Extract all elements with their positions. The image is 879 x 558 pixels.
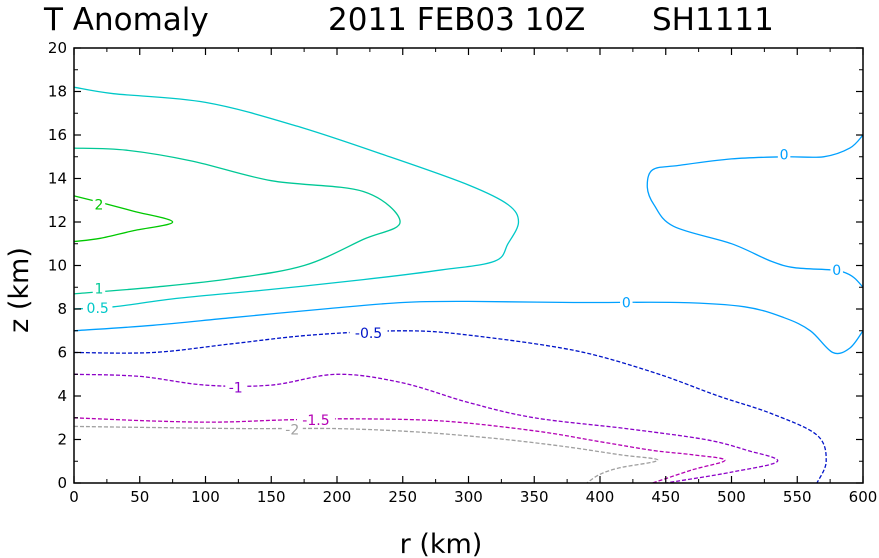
contour-labels: 2 1 0.5 0 0 0 -0.5 -1 -1.5-2 (82, 146, 843, 439)
contour-label: 0 (832, 263, 841, 279)
y-tick-label: 2 (57, 431, 67, 449)
y-tick-label: 16 (48, 126, 67, 144)
contour-line (73, 417, 726, 484)
x-tick-label: 200 (323, 488, 352, 506)
x-axis: 0 50 100 150 200 250 300 350 400 450 500 550 600 (69, 48, 877, 506)
x-tick-label: 300 (454, 488, 483, 506)
x-tick-label: 50 (130, 488, 149, 506)
x-tick-label: 0 (69, 488, 79, 506)
contour-label: -0.5 (355, 326, 382, 342)
contour-label-bg (92, 196, 106, 212)
y-axis-label: z (km) (4, 247, 35, 333)
contour-label: 0 (622, 295, 631, 311)
contour-label: -1.5 (302, 413, 329, 429)
contour-label: 1 (95, 281, 104, 297)
x-tick-label: 150 (257, 488, 286, 506)
contour-label-bg (830, 261, 843, 277)
plot-frame (73, 47, 864, 484)
contour-label-bg (620, 294, 633, 310)
contour-label-bg (296, 411, 335, 427)
y-tick-label: 0 (57, 474, 67, 492)
contour-label: -2 (285, 423, 299, 439)
contour-line (73, 147, 401, 295)
y-tick-label: 12 (48, 213, 67, 231)
y-tick-label: 18 (48, 83, 67, 101)
y-tick-label: 4 (57, 387, 67, 405)
contour-label: 2 (95, 198, 104, 214)
x-tick-label: 500 (717, 488, 746, 506)
chart-title-storm: SH1111 (652, 2, 774, 38)
x-tick-label: 400 (586, 488, 615, 506)
contour-lines (73, 86, 864, 484)
contour-line (73, 86, 520, 310)
y-tick-label: 8 (57, 300, 67, 318)
contour-label-bg (349, 324, 388, 340)
x-tick-label: 350 (520, 488, 549, 506)
chart-title: T Anomaly (43, 2, 209, 38)
contour-line (73, 300, 864, 355)
contour-line (73, 195, 174, 243)
contour-label-bg (92, 280, 106, 296)
contour-label: -1 (229, 380, 243, 396)
y-tick-label: 14 (48, 170, 67, 188)
x-tick-label: 250 (388, 488, 417, 506)
contour-label-bg (225, 379, 247, 395)
x-tick-label: 600 (849, 488, 878, 506)
x-tick-label: 550 (783, 488, 812, 506)
contour-line (73, 425, 659, 484)
contour-label: 0.5 (87, 301, 109, 317)
contour-label-bg (777, 146, 791, 162)
contour-line (73, 373, 779, 484)
chart-title-date: 2011 FEB03 10Z (328, 2, 585, 38)
y-tick-label: 6 (57, 344, 67, 362)
y-tick-label: 10 (48, 257, 67, 275)
contour-label-bg (82, 299, 113, 315)
x-axis-label: r (km) (400, 529, 483, 558)
x-tick-label: 100 (191, 488, 220, 506)
y-tick-label: 20 (48, 39, 67, 57)
x-tick-label: 450 (651, 488, 680, 506)
contour-label: 0 (780, 148, 789, 164)
contour-line (73, 330, 827, 484)
contour-label-bg (281, 421, 303, 437)
